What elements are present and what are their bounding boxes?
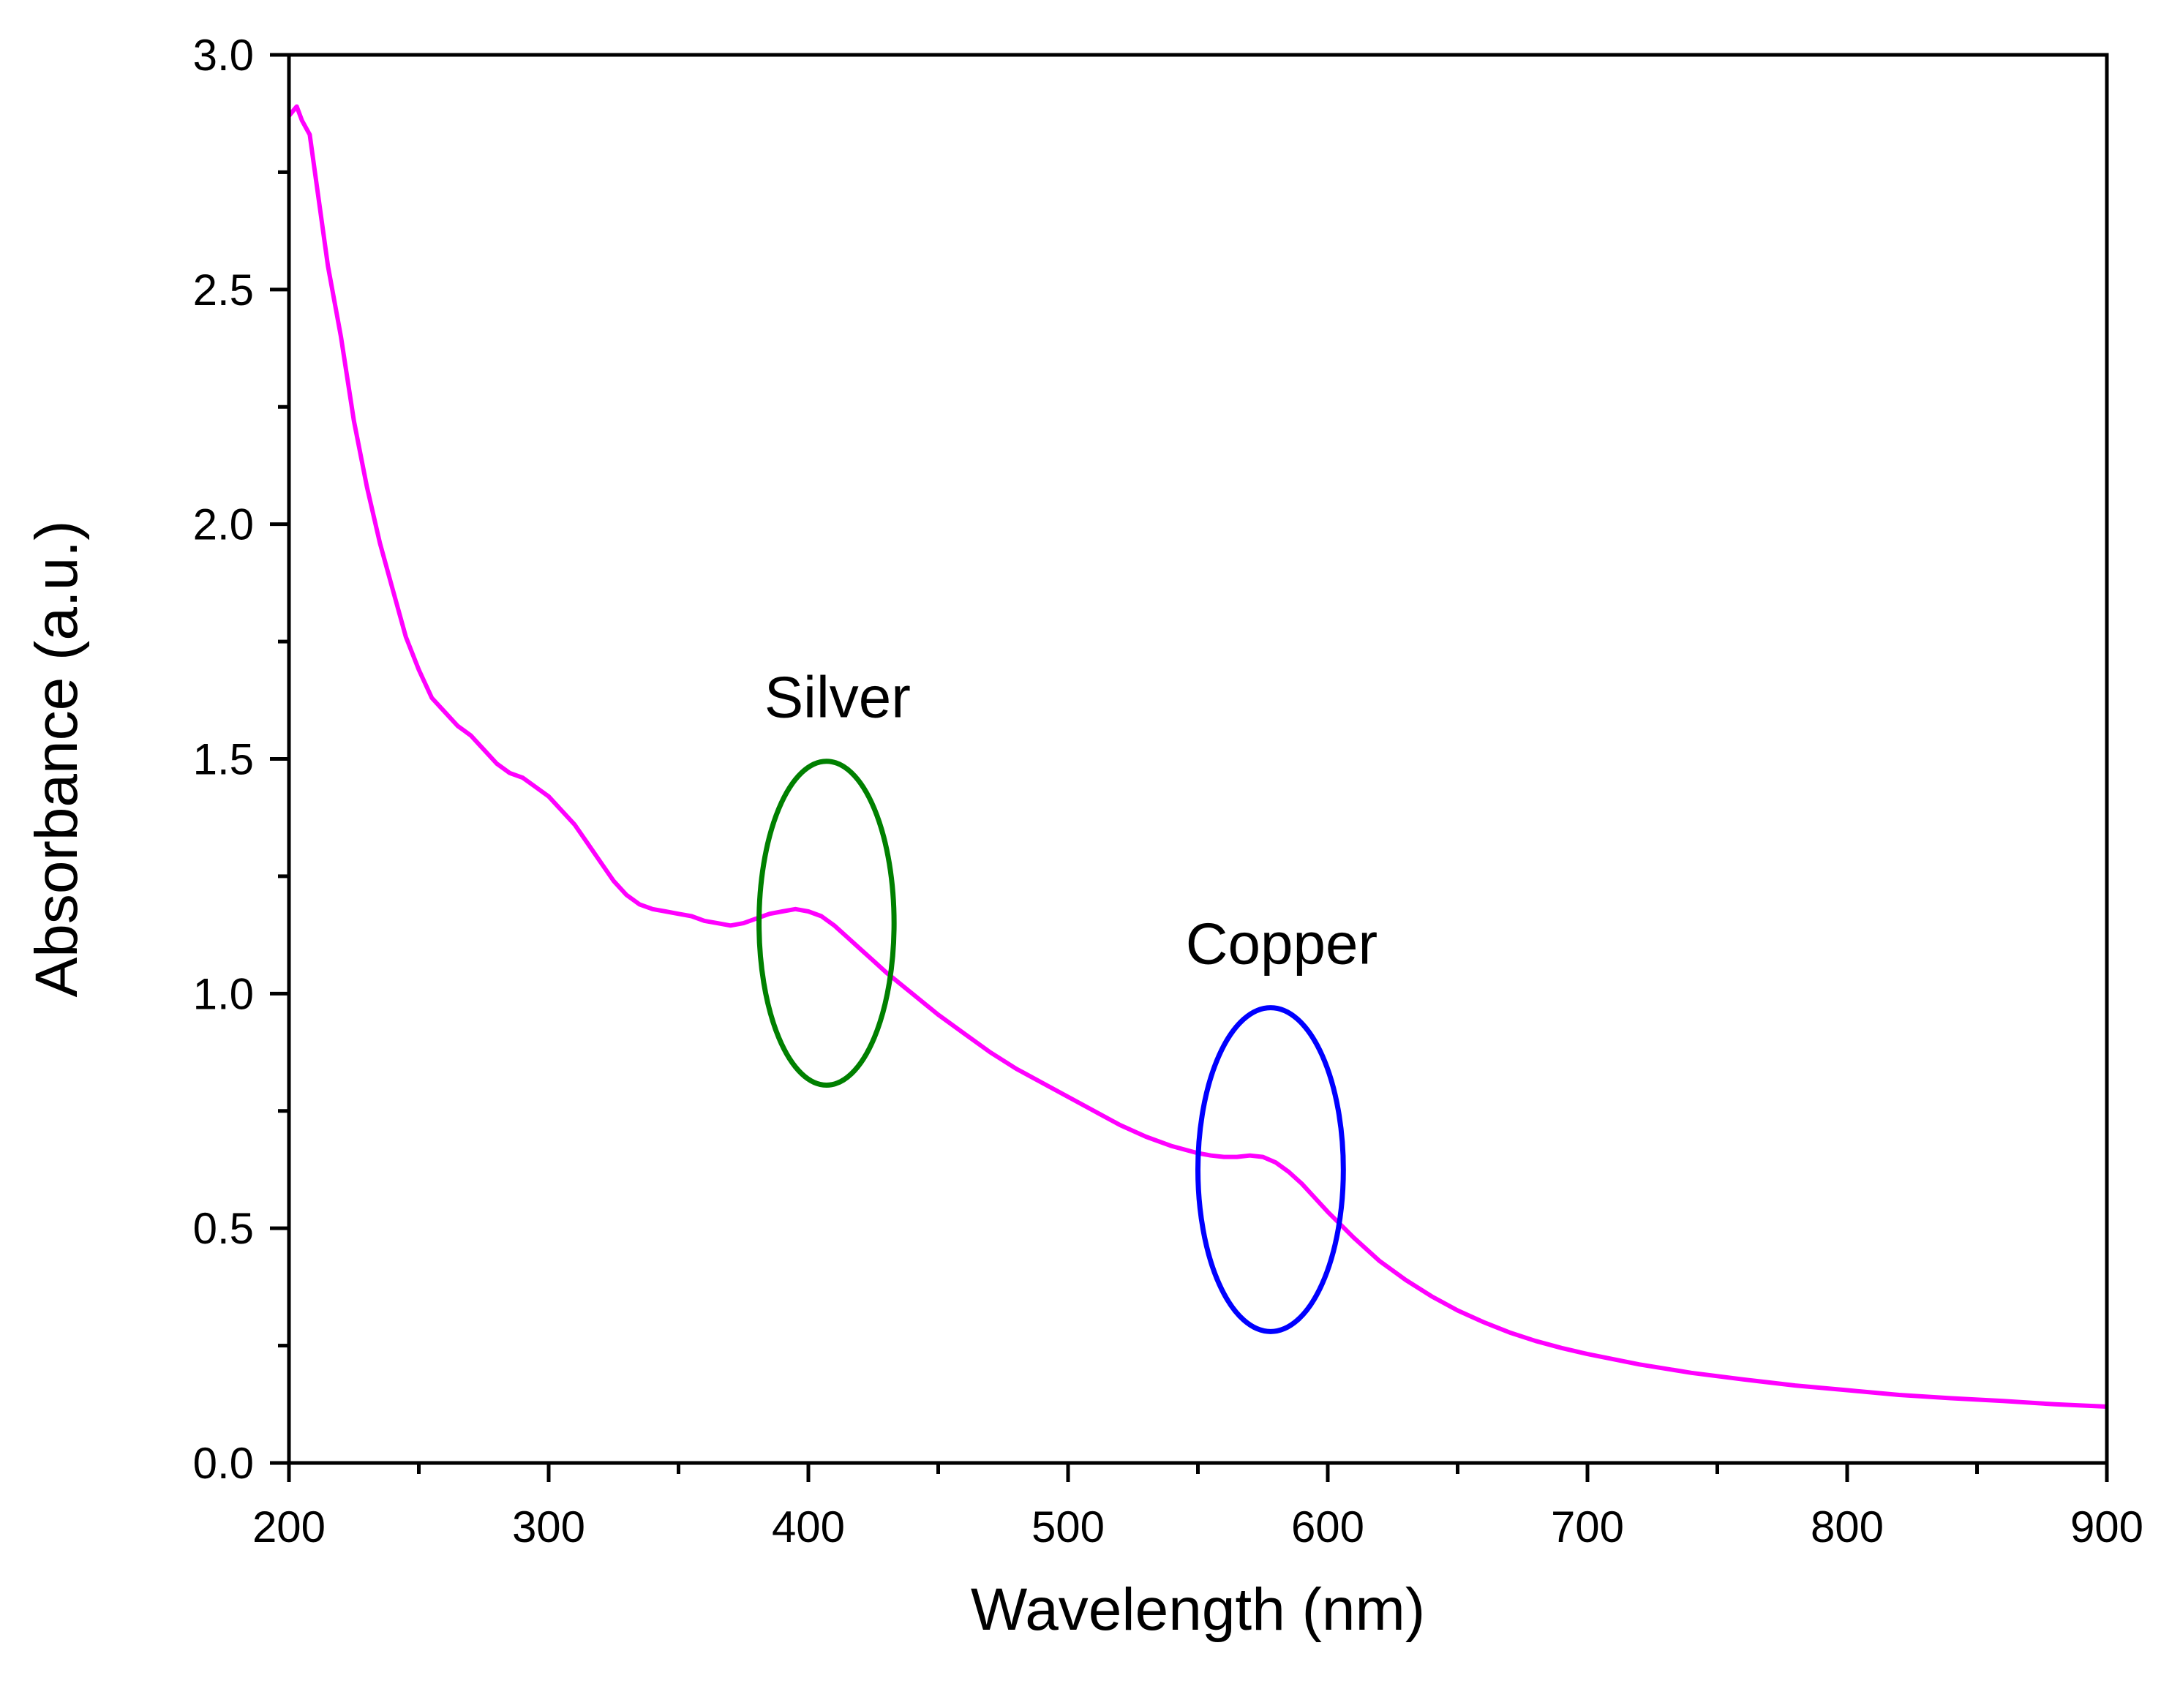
copper-highlight-ellipse	[1195, 1005, 1346, 1334]
annotation-layer: Silver Copper	[756, 665, 1378, 1334]
y-tick-label: 1.0	[193, 969, 254, 1018]
x-tick-label: 400	[772, 1502, 845, 1551]
x-tick-label: 600	[1291, 1502, 1364, 1551]
plot-frame	[287, 53, 2109, 1465]
x-tick-label: 900	[2070, 1502, 2143, 1551]
y-tick-label: 2.0	[193, 500, 254, 549]
silver-highlight-ellipse	[756, 759, 897, 1088]
absorbance-series-line	[287, 104, 2108, 1409]
y-tick-label: 1.5	[193, 735, 254, 784]
ticks-layer: 200 300 400 500 600 700 800 900 0.0 0.5 1.0 1.5 2.0 2…	[193, 31, 2143, 1551]
y-tick-label: 0.5	[193, 1204, 254, 1253]
x-tick-label: 800	[1811, 1502, 1884, 1551]
x-tick-label: 700	[1551, 1502, 1624, 1551]
copper-annotation-label: Copper	[1186, 911, 1378, 977]
x-axis-title: Wavelength (nm)	[971, 1576, 1425, 1643]
silver-annotation-label: Silver	[764, 665, 911, 730]
y-tick-label: 0.0	[193, 1439, 254, 1488]
y-tick-label: 2.5	[193, 266, 254, 315]
x-tick-label: 500	[1031, 1502, 1105, 1551]
y-axis-title: Absorbance (a.u.)	[23, 521, 90, 998]
x-tick-label: 200	[252, 1502, 326, 1551]
x-tick-label: 300	[512, 1502, 585, 1551]
y-tick-label: 3.0	[193, 31, 254, 80]
